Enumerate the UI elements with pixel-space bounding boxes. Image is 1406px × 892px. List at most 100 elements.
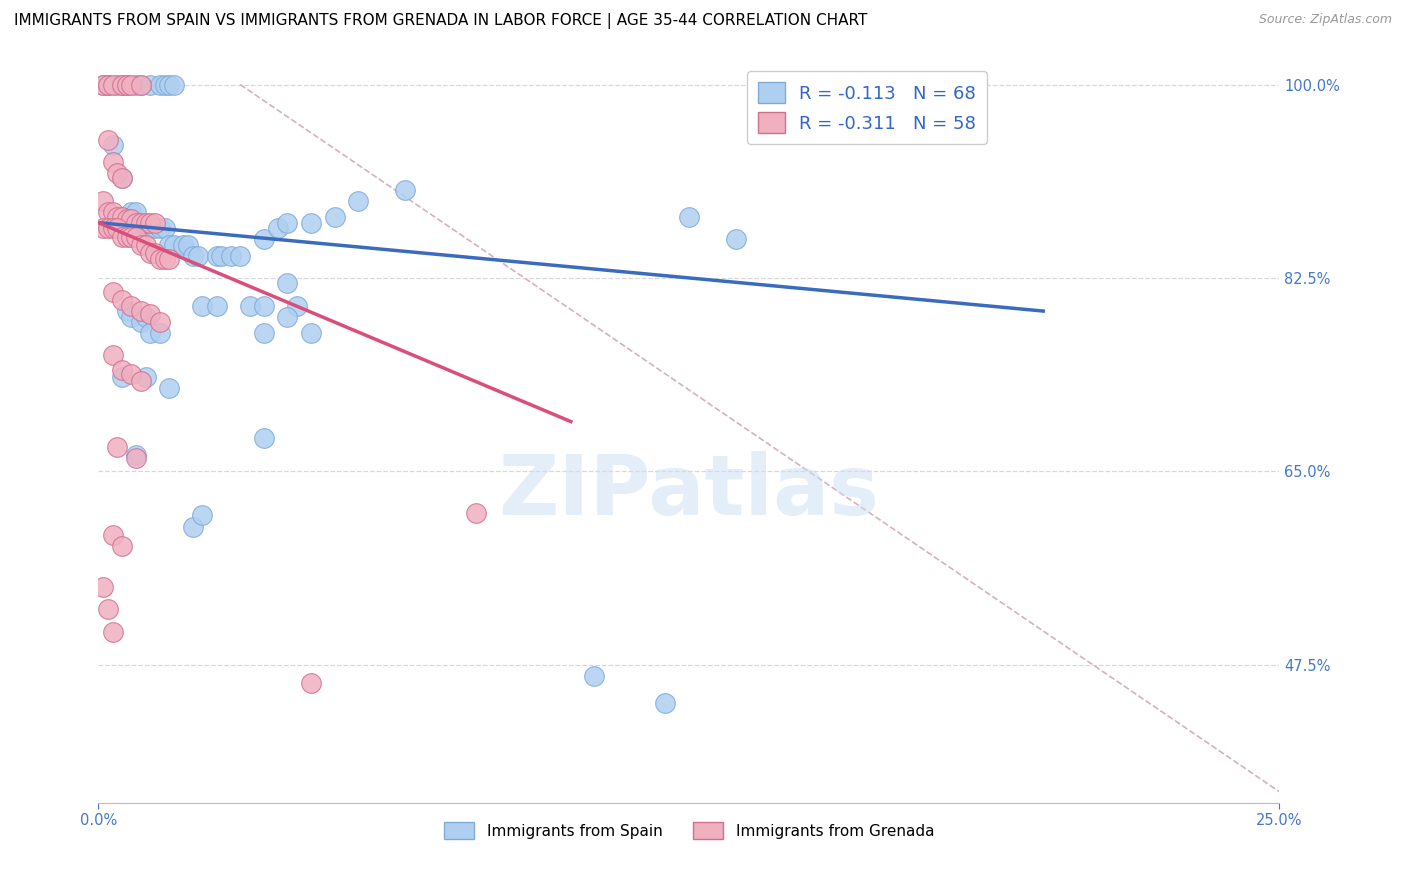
Point xyxy=(105,78,128,92)
Point xyxy=(101,78,124,92)
Point xyxy=(101,154,124,169)
Point xyxy=(239,299,262,313)
Point xyxy=(129,216,152,230)
Point xyxy=(465,506,488,520)
Point xyxy=(205,299,228,313)
Point xyxy=(181,249,204,263)
Point xyxy=(121,230,143,244)
Point xyxy=(157,237,180,252)
Point xyxy=(139,78,162,92)
Point xyxy=(149,315,172,329)
Point xyxy=(285,299,308,313)
Point xyxy=(191,299,214,313)
Point xyxy=(181,519,204,533)
Point xyxy=(121,78,143,92)
Point xyxy=(143,216,166,230)
Point xyxy=(191,508,214,523)
Point xyxy=(253,431,276,445)
Point xyxy=(229,249,252,263)
Point xyxy=(276,216,298,230)
Point xyxy=(115,212,138,227)
Point xyxy=(323,210,346,224)
Point xyxy=(157,78,180,92)
Point xyxy=(583,669,606,683)
Point xyxy=(111,230,134,244)
Point xyxy=(105,210,128,224)
Point xyxy=(149,326,172,341)
Point xyxy=(97,221,120,235)
Point xyxy=(187,249,209,263)
Point xyxy=(129,237,152,252)
Point xyxy=(125,78,148,92)
Point xyxy=(97,602,120,616)
Text: IMMIGRANTS FROM SPAIN VS IMMIGRANTS FROM GRENADA IN LABOR FORCE | AGE 35-44 CORR: IMMIGRANTS FROM SPAIN VS IMMIGRANTS FROM… xyxy=(14,13,868,29)
Point xyxy=(149,221,172,235)
Point xyxy=(121,310,143,324)
Point xyxy=(135,216,157,230)
Point xyxy=(115,78,138,92)
Point xyxy=(111,78,134,92)
Point xyxy=(153,252,176,267)
Point xyxy=(157,252,180,267)
Point xyxy=(105,221,128,235)
Point xyxy=(157,381,180,395)
Point xyxy=(91,78,114,92)
Point xyxy=(209,249,232,263)
Point xyxy=(121,367,143,381)
Point xyxy=(91,78,114,92)
Point xyxy=(91,580,114,594)
Point xyxy=(97,78,120,92)
Point xyxy=(111,78,134,92)
Point xyxy=(143,221,166,235)
Point xyxy=(115,230,138,244)
Legend: Immigrants from Spain, Immigrants from Grenada: Immigrants from Spain, Immigrants from G… xyxy=(436,814,942,847)
Point xyxy=(163,237,186,252)
Point xyxy=(139,221,162,235)
Text: Source: ZipAtlas.com: Source: ZipAtlas.com xyxy=(1258,13,1392,27)
Point xyxy=(125,230,148,244)
Point xyxy=(253,299,276,313)
Point xyxy=(129,221,152,235)
Point xyxy=(111,210,134,224)
Point xyxy=(139,307,162,321)
Point xyxy=(139,326,162,341)
Text: ZIPatlas: ZIPatlas xyxy=(499,451,879,533)
Point xyxy=(129,315,152,329)
Point xyxy=(105,440,128,454)
Point xyxy=(394,182,416,196)
Point xyxy=(101,624,124,639)
Point xyxy=(125,450,148,465)
Point xyxy=(143,245,166,260)
Point xyxy=(914,78,936,92)
Point xyxy=(163,78,186,92)
Point xyxy=(139,216,162,230)
Point xyxy=(135,221,157,235)
Point xyxy=(101,348,124,362)
Point xyxy=(205,249,228,263)
Point xyxy=(299,676,322,690)
Point xyxy=(129,78,152,92)
Point xyxy=(111,370,134,384)
Point xyxy=(111,540,134,554)
Point xyxy=(101,221,124,235)
Point xyxy=(101,285,124,300)
Point xyxy=(149,78,172,92)
Point xyxy=(121,212,143,227)
Point xyxy=(121,299,143,313)
Point xyxy=(121,204,143,219)
Point xyxy=(129,374,152,388)
Point xyxy=(135,370,157,384)
Point xyxy=(678,210,700,224)
Point xyxy=(125,216,148,230)
Point xyxy=(177,237,200,252)
Point xyxy=(129,78,152,92)
Point xyxy=(153,78,176,92)
Point xyxy=(101,138,124,153)
Point xyxy=(97,204,120,219)
Point xyxy=(111,171,134,186)
Point xyxy=(276,310,298,324)
Point xyxy=(153,221,176,235)
Point xyxy=(125,448,148,462)
Point xyxy=(115,78,138,92)
Point xyxy=(91,221,114,235)
